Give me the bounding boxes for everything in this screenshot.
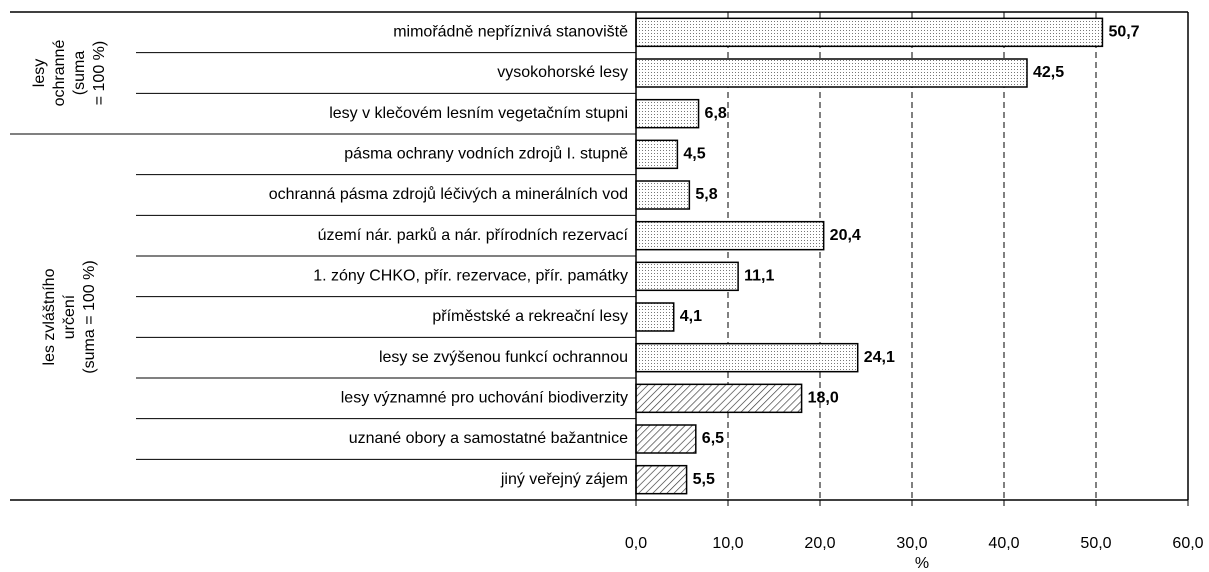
group-label: = 100 %) (91, 41, 108, 105)
bar (635, 424, 697, 454)
category-label: ochranná pásma zdrojů léčivých a minerál… (269, 185, 628, 203)
bar (635, 261, 739, 292)
bar (635, 58, 1028, 88)
category-label: 1. zóny CHKO, přír. rezervace, přír. pam… (313, 268, 628, 285)
bar (635, 98, 700, 129)
group-label: ochranné (51, 40, 68, 107)
category-label: uznané obory a samostatné bažantnice (349, 430, 628, 447)
category-label: jiný veřejný zájem (500, 471, 628, 488)
x-tick-label: 60,0 (1172, 535, 1203, 552)
value-label: 5,8 (695, 186, 717, 203)
x-tick-label: 10,0 (712, 535, 743, 552)
category-label: vysokohorské lesy (497, 64, 628, 81)
value-label: 42,5 (1033, 64, 1064, 81)
value-label: 6,5 (702, 430, 724, 447)
x-tick-label: 30,0 (896, 535, 927, 552)
x-tick-label: 50,0 (1080, 535, 1111, 552)
value-label: 18,0 (808, 390, 839, 407)
value-label: 4,1 (680, 308, 702, 325)
group-label: les zvláštního (41, 268, 58, 365)
bar (635, 220, 825, 251)
x-tick-label: 40,0 (988, 535, 1019, 552)
value-label: 24,1 (864, 349, 895, 366)
category-label: lesy významné pro uchování biodiverzity (341, 390, 628, 407)
group-label: (suma = 100 %) (81, 260, 98, 373)
x-axis-label: % (915, 555, 929, 572)
group-label: (suma (71, 51, 88, 96)
category-label: lesy se zvýšenou funkcí ochrannou (379, 349, 628, 366)
bar (635, 464, 688, 495)
value-label: 5,5 (693, 471, 715, 488)
category-label: příměstské a rekreační lesy (432, 308, 628, 325)
bar (635, 180, 691, 210)
value-label: 4,5 (683, 146, 705, 163)
value-label: 20,4 (830, 227, 861, 244)
category-label: mimořádně nepříznivá stanoviště (393, 24, 628, 41)
bar (635, 17, 1104, 48)
value-label: 50,7 (1108, 24, 1139, 41)
bar (635, 383, 803, 414)
bar (635, 342, 859, 373)
value-label: 11,1 (744, 268, 774, 285)
category-label: území nár. parků a nár. přírodních rezer… (318, 226, 629, 244)
x-tick-label: 20,0 (804, 535, 835, 552)
x-tick-label: 0,0 (625, 535, 647, 552)
bar (635, 139, 679, 170)
group-label: lesy (31, 59, 48, 87)
bar (635, 302, 675, 332)
group-label: určení (61, 294, 78, 339)
value-label: 6,8 (705, 105, 727, 122)
category-label: pásma ochrany vodních zdrojů I. stupně (344, 145, 628, 163)
category-label: lesy v klečovém lesním vegetačním stupni (329, 105, 628, 122)
